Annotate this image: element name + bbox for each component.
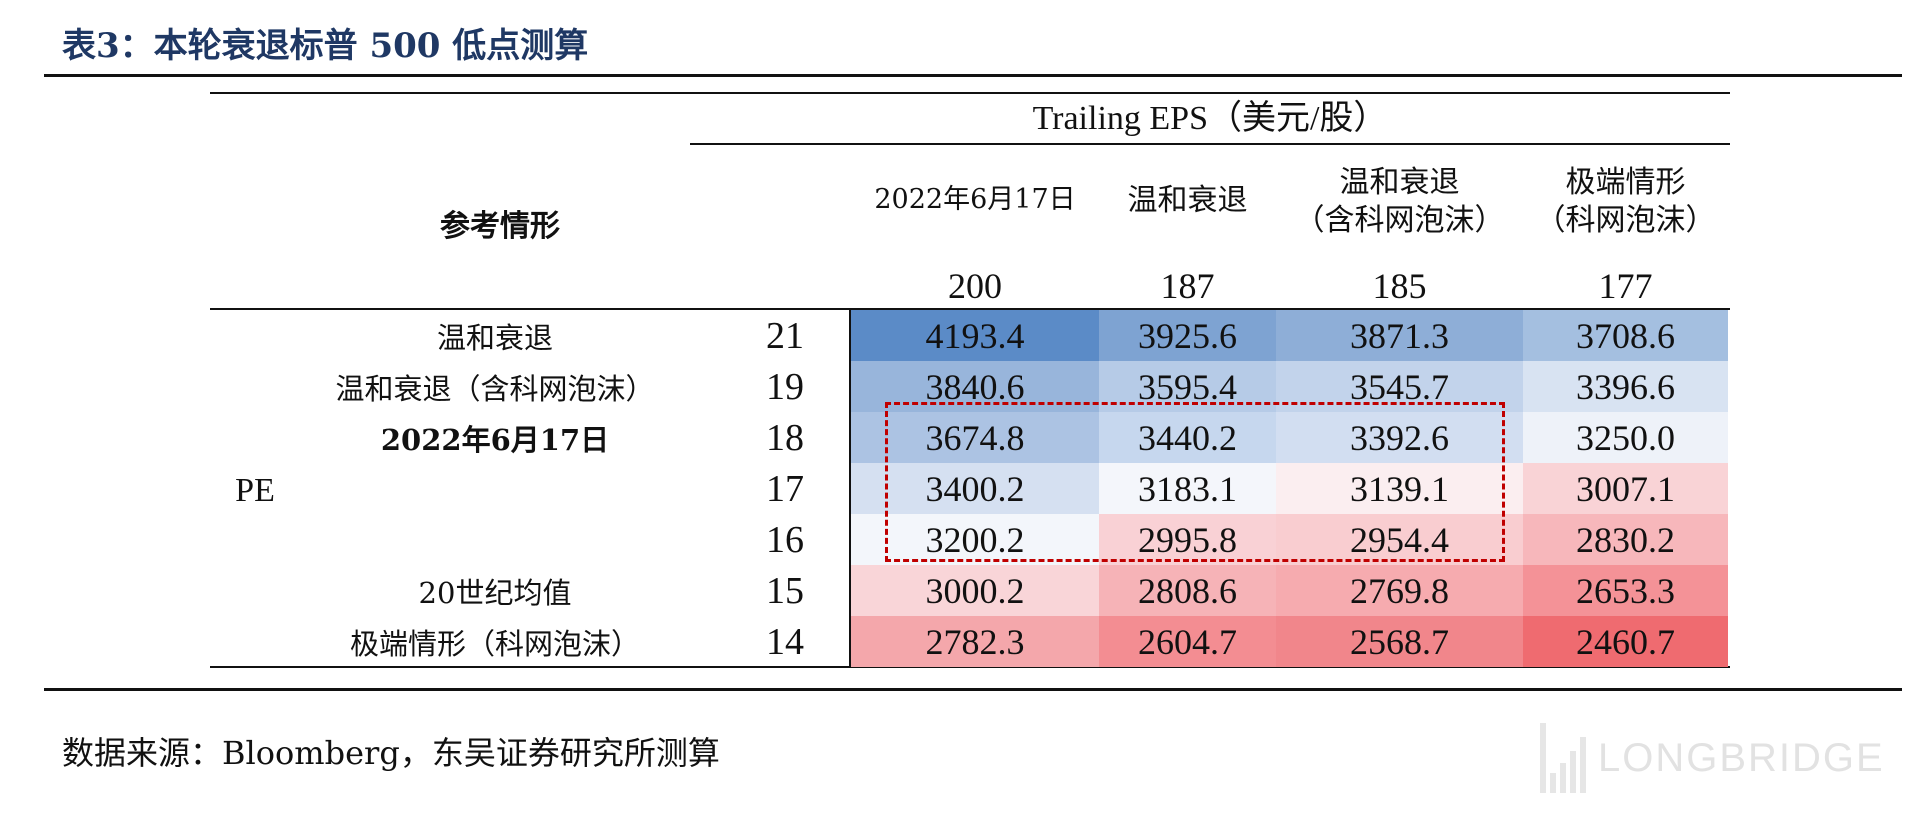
column-header-line1: 2022年6月17日	[874, 184, 1076, 215]
row-pe-value: 21	[766, 314, 804, 357]
row-scenario-label: 20世纪均值	[418, 575, 572, 610]
index-value-cell: 3139.1	[1276, 463, 1523, 514]
index-value-cell: 2954.4	[1276, 514, 1523, 565]
eps-group-underline	[690, 143, 1730, 145]
index-value-cell: 3871.3	[1276, 310, 1523, 361]
header-bottom-line	[210, 308, 1730, 310]
index-value-cell: 2460.7	[1523, 616, 1728, 667]
ref-scenario-label: 参考情形	[440, 209, 560, 244]
index-value-cell: 3440.2	[1099, 412, 1276, 463]
column-header-line1: 温和衰退	[1339, 165, 1460, 200]
row-pe-value: 18	[766, 416, 804, 459]
column-eps-value: 187	[1160, 266, 1215, 306]
column-eps-value: 177	[1598, 266, 1653, 306]
column-header-line1: 极端情形	[1565, 165, 1686, 200]
page-title: 表3：本轮衰退标普 500 低点测算	[62, 26, 589, 66]
row-scenario-label	[300, 514, 690, 565]
index-value-cell: 3400.2	[851, 463, 1099, 514]
index-value-cell: 3250.0	[1523, 412, 1728, 463]
watermark: LONGBRIDGE	[1540, 718, 1910, 798]
index-value-cell: 2769.8	[1276, 565, 1523, 616]
column-eps-value: 185	[1372, 266, 1427, 306]
index-value-cell: 3925.6	[1099, 310, 1276, 361]
row-scenario-label: 2022年6月17日	[380, 422, 610, 457]
column-header-line1: 温和衰退	[1127, 183, 1248, 218]
index-value-cell: 3708.6	[1523, 310, 1728, 361]
index-value-cell: 3007.1	[1523, 463, 1728, 514]
row-scenario-label	[300, 463, 690, 514]
index-value-cell: 2995.8	[1099, 514, 1276, 565]
value-area-separator	[849, 310, 851, 667]
row-pe-value: 17	[766, 467, 804, 510]
index-value-cell: 2568.7	[1276, 616, 1523, 667]
row-pe-value: 19	[766, 365, 804, 408]
index-value-cell: 2604.7	[1099, 616, 1276, 667]
column-eps-value: 200	[948, 266, 1002, 306]
column-header-line2: （含科网泡沫）	[1294, 203, 1505, 238]
pe-axis-label: PE	[235, 472, 275, 509]
index-value-cell: 2830.2	[1523, 514, 1728, 565]
highlight-dashed-box	[885, 402, 1505, 562]
index-value-cell: 2653.3	[1523, 565, 1728, 616]
index-value-cell: 3200.2	[851, 514, 1099, 565]
top-rule	[44, 74, 1902, 77]
bottom-rule	[44, 688, 1902, 691]
watermark-text: LONGBRIDGE	[1598, 735, 1885, 780]
index-value-cell: 3000.2	[851, 565, 1099, 616]
row-scenario-label: 极端情形（科网泡沫）	[349, 626, 640, 661]
table-bottom-line	[210, 666, 1730, 668]
index-value-cell: 3674.8	[851, 412, 1099, 463]
watermark-logo-icon	[1540, 723, 1586, 793]
index-value-cell: 4193.4	[851, 310, 1099, 361]
table-top-line	[210, 92, 1730, 94]
row-scenario-label: 温和衰退（含科网泡沫）	[335, 371, 655, 406]
column-header-line2: （科网泡沫）	[1535, 203, 1716, 238]
index-value-cell: 3392.6	[1276, 412, 1523, 463]
row-pe-value: 14	[766, 620, 804, 663]
source-note: 数据来源：Bloomberg，东吴证券研究所测算	[62, 734, 720, 772]
row-scenario-label: 温和衰退	[436, 320, 553, 355]
row-pe-value: 15	[766, 569, 804, 612]
index-value-cell: 2808.6	[1099, 565, 1276, 616]
row-pe-value: 16	[766, 518, 804, 561]
index-value-cell: 3183.1	[1099, 463, 1276, 514]
index-value-cell: 2782.3	[851, 616, 1099, 667]
eps-group-label: Trailing EPS（美元/股）	[1032, 100, 1388, 137]
index-value-cell: 3396.6	[1523, 361, 1728, 412]
